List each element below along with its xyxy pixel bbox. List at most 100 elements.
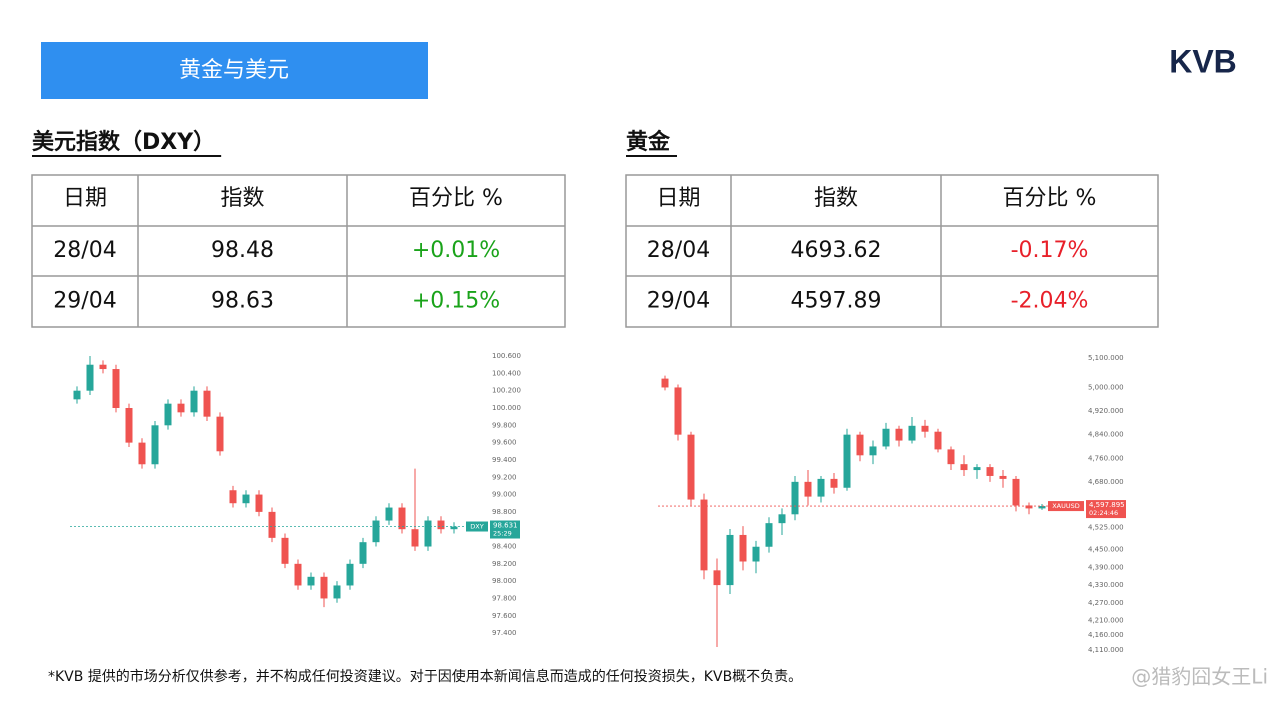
candle-body <box>216 416 224 452</box>
candle-body <box>739 534 747 562</box>
table-cell: -0.17% <box>1011 238 1089 263</box>
candle-body <box>986 467 994 476</box>
y-tick-label: 99.800 <box>492 421 517 429</box>
y-tick-label: 100.400 <box>492 369 521 377</box>
table-cell: 4597.89 <box>791 289 882 314</box>
symbol-label: DXY <box>470 523 483 531</box>
y-tick-label: 4,270.000 <box>1088 599 1124 607</box>
candle-body <box>450 526 458 530</box>
y-tick-label: 100.600 <box>492 352 521 360</box>
logo: KVB <box>1169 43 1237 79</box>
candle-body <box>960 464 968 471</box>
table-cell: +0.15% <box>412 289 500 314</box>
y-tick-label: 4,390.000 <box>1088 563 1124 571</box>
price-tag <box>490 520 520 539</box>
y-tick-label: 4,840.000 <box>1088 431 1124 439</box>
y-tick-label: 4,210.000 <box>1088 616 1124 624</box>
table-cell: 28/04 <box>53 238 116 263</box>
candle-body <box>190 390 198 413</box>
candle-body <box>398 507 406 530</box>
candle-body <box>921 425 929 432</box>
candle-body <box>151 425 159 465</box>
table-cell: +0.01% <box>412 238 500 263</box>
candle-body <box>1025 505 1033 509</box>
y-tick-label: 4,450.000 <box>1088 546 1124 554</box>
candle-body <box>830 478 838 488</box>
candle-body <box>281 537 289 564</box>
candle-body <box>411 529 419 547</box>
footnote: *KVB 提供的市场分析仅供参考，并不构成任何投资建议。对于因使用本新闻信息而造… <box>48 668 802 685</box>
candle-body <box>947 449 955 465</box>
candle-body <box>908 425 916 441</box>
y-tick-label: 98.800 <box>492 508 517 516</box>
table-cell: 98.48 <box>211 238 274 263</box>
candle-body <box>424 520 432 547</box>
table-cell: -2.04% <box>1011 289 1089 314</box>
candle-body <box>674 387 682 435</box>
candle-body <box>320 576 328 599</box>
price-tag <box>1086 500 1126 519</box>
candle-body <box>843 434 851 488</box>
y-tick-label: 98.200 <box>492 560 517 568</box>
candle-body <box>372 520 380 543</box>
table-title: 美元指数（DXY） <box>32 129 215 155</box>
column-header: 日期 <box>63 186 107 211</box>
y-tick-label: 99.600 <box>492 439 517 447</box>
candle-body <box>817 478 825 497</box>
candle-body <box>385 507 393 521</box>
column-header: 指数 <box>220 186 264 211</box>
y-tick-label: 99.200 <box>492 473 517 481</box>
watermark: @猎豹囧女王Li <box>1131 665 1268 689</box>
candle-body <box>138 442 146 465</box>
y-tick-label: 99.400 <box>492 456 517 464</box>
y-tick-label: 100.000 <box>492 404 521 412</box>
candle-body <box>86 364 94 391</box>
table-cell: 4693.62 <box>791 238 882 263</box>
candle-body <box>804 481 812 497</box>
candle-body <box>752 546 760 562</box>
candle-body <box>294 563 302 586</box>
candle-body <box>307 576 315 586</box>
candle-body <box>778 514 786 524</box>
column-header: 指数 <box>814 186 858 211</box>
y-tick-label: 5,000.000 <box>1088 383 1124 391</box>
candle-body <box>229 490 237 504</box>
y-tick-label: 98.400 <box>492 543 517 551</box>
table-cell: 98.63 <box>211 289 274 314</box>
header-title: 黄金与美元 <box>179 58 289 83</box>
candle-body <box>1012 478 1020 506</box>
y-tick-label: 97.400 <box>492 629 517 637</box>
y-tick-label: 4,680.000 <box>1088 478 1124 486</box>
candle-body <box>112 369 120 408</box>
table-cell: 29/04 <box>53 289 116 314</box>
candle-body <box>164 403 172 426</box>
table-border <box>31 174 566 328</box>
y-tick-label: 5,100.000 <box>1088 354 1124 362</box>
symbol-tag <box>1048 501 1084 512</box>
price-label: 4,597.895 <box>1089 501 1125 509</box>
candle-body <box>346 563 354 586</box>
y-tick-label: 4,330.000 <box>1088 581 1124 589</box>
table-border <box>625 174 1159 328</box>
table-cell: 28/04 <box>647 238 710 263</box>
y-tick-label: 4,525.000 <box>1088 524 1124 532</box>
candle-body <box>1038 506 1046 509</box>
candle-body <box>437 520 445 530</box>
candle-body <box>973 467 981 471</box>
y-tick-label: 98.000 <box>492 577 517 585</box>
candle-body <box>856 434 864 456</box>
candle-body <box>73 390 81 400</box>
column-header: 百分比 % <box>1003 186 1097 211</box>
symbol-tag <box>466 521 488 532</box>
symbol-label: XAUUSD <box>1052 502 1080 510</box>
candle-body <box>895 428 903 441</box>
y-tick-label: 4,920.000 <box>1088 407 1124 415</box>
candle-body <box>99 364 107 370</box>
header-box <box>41 42 428 99</box>
column-header: 百分比 % <box>409 186 503 211</box>
candle-body <box>999 475 1007 479</box>
candle-body <box>882 428 890 447</box>
y-tick-label: 97.800 <box>492 594 517 602</box>
table-title: 黄金 <box>626 129 671 155</box>
candle-body <box>713 570 721 586</box>
